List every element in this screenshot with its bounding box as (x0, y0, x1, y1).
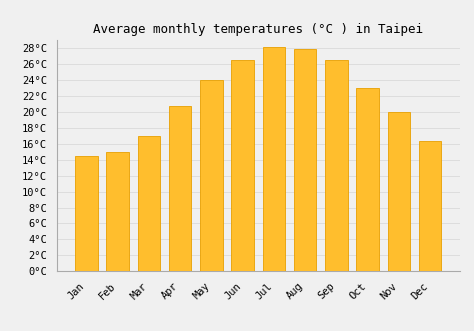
Bar (107, 152, 129, 271)
Bar (388, 113, 410, 271)
Bar (138, 136, 160, 271)
Title: Average monthly temperatures (°C ) in Taipei: Average monthly temperatures (°C ) in Ta… (93, 23, 423, 36)
Bar (169, 106, 191, 271)
Bar (263, 47, 285, 271)
Bar (75, 156, 98, 271)
Bar (231, 61, 254, 271)
Bar (200, 80, 223, 271)
Bar (419, 141, 441, 271)
Bar (325, 61, 348, 271)
Bar (356, 88, 379, 271)
Bar (294, 49, 317, 271)
